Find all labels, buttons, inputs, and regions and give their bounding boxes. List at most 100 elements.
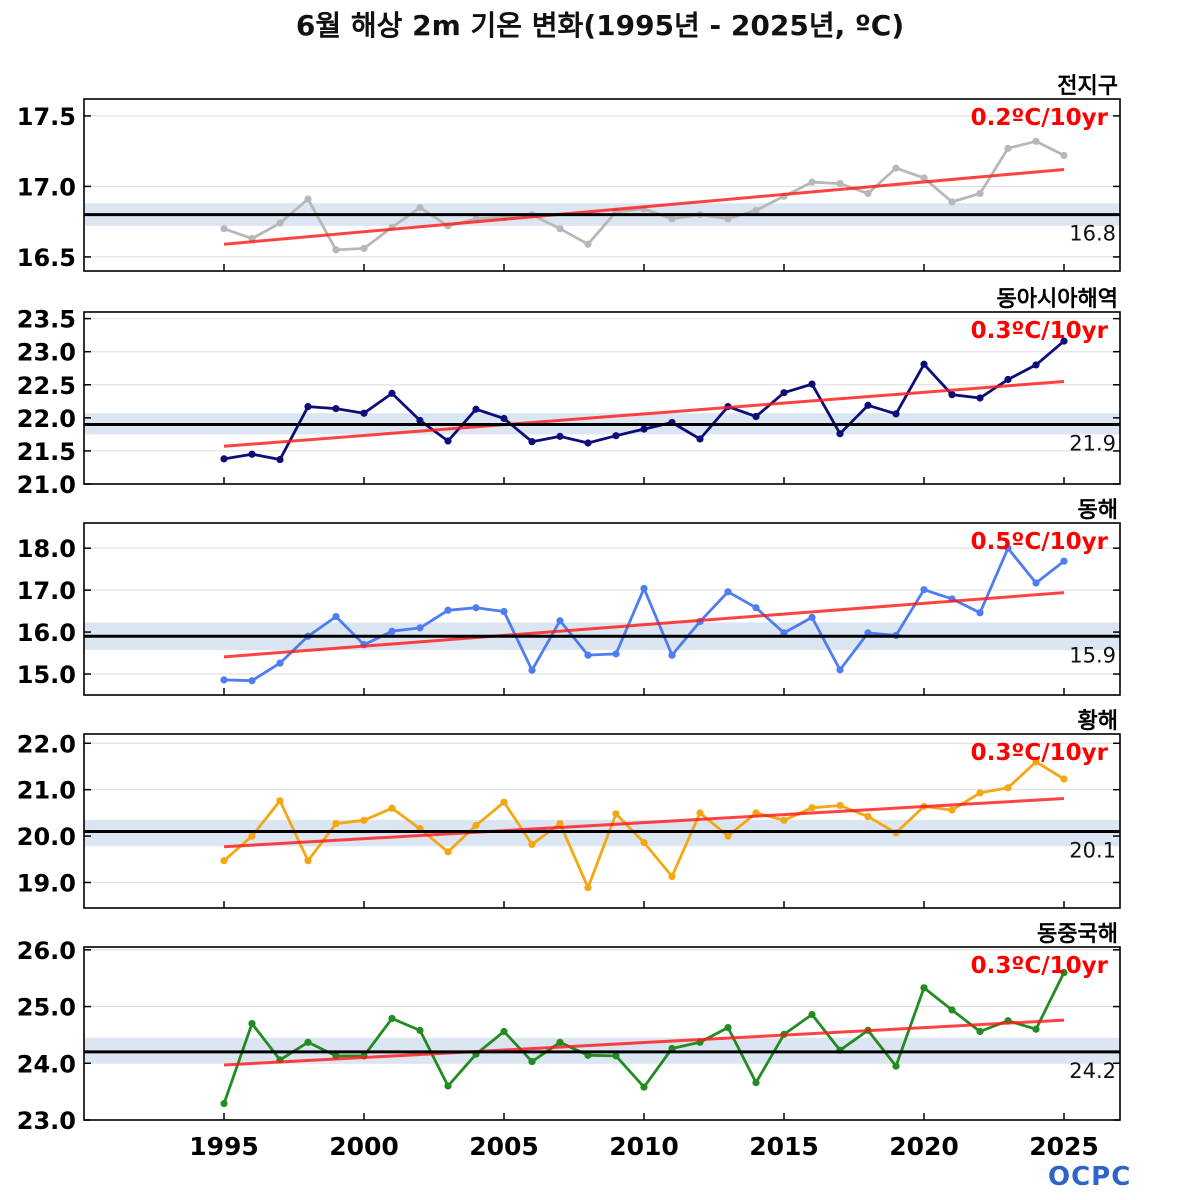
trend-label: 0.3ºC/10yr	[971, 740, 1109, 766]
mean-label: 15.9	[1069, 643, 1116, 667]
data-point	[276, 797, 284, 805]
data-point	[1032, 758, 1040, 766]
data-point	[780, 389, 788, 397]
panel-plot-area	[84, 115, 1120, 258]
data-point	[668, 215, 676, 223]
x-tick-label: 2005	[469, 1132, 539, 1161]
data-point	[416, 624, 424, 632]
data-point	[276, 659, 284, 667]
data-point	[1032, 361, 1040, 369]
y-tick-label: 15.0	[17, 661, 76, 689]
data-point	[1004, 784, 1012, 792]
x-tick-label: 2000	[329, 1132, 399, 1161]
data-point	[920, 174, 928, 182]
data-point	[1060, 151, 1068, 159]
region-label: 동아시아해역	[997, 287, 1118, 312]
data-point	[752, 1078, 760, 1087]
panel-frame	[83, 733, 1121, 909]
data-point	[584, 240, 592, 248]
region-label: 전지구	[1057, 74, 1118, 99]
data-point	[220, 455, 228, 463]
region-label: 동중국해	[1037, 922, 1118, 947]
data-point	[500, 414, 508, 423]
panel-frame	[83, 522, 1121, 696]
data-point	[528, 438, 536, 446]
data-point	[444, 437, 452, 445]
data-point	[864, 401, 872, 409]
data-point	[1060, 968, 1068, 977]
data-point	[248, 450, 256, 458]
data-point	[500, 798, 508, 806]
trend-label: 0.5ºC/10yr	[971, 529, 1109, 555]
mean-label: 16.8	[1069, 222, 1116, 246]
data-point	[360, 816, 368, 824]
y-tick-label: 21.5	[17, 438, 76, 466]
data-point	[528, 666, 536, 674]
data-point	[388, 389, 396, 397]
data-point	[724, 1023, 732, 1032]
y-tick-label: 24.0	[17, 1050, 76, 1078]
data-point	[584, 1051, 592, 1059]
panel-3: 15.0 16.0 17.0 18.0 동해 0.5ºC/10yr 15.9	[17, 498, 1121, 696]
data-point	[640, 584, 648, 593]
data-point	[304, 195, 312, 203]
data-point	[808, 1010, 816, 1019]
series-line	[223, 340, 1065, 461]
data-point	[948, 1006, 956, 1014]
data-point	[1060, 775, 1068, 783]
data-point	[920, 360, 928, 368]
data-point	[1004, 144, 1012, 152]
panel-4: 19.0 20.0 21.0 22.0 황해 0.3ºC/10yr 20.1	[17, 709, 1121, 909]
data-point	[948, 391, 956, 399]
x-tick-label: 2020	[889, 1132, 959, 1161]
data-point	[444, 606, 452, 614]
data-point	[724, 588, 732, 596]
data-point	[388, 804, 396, 812]
data-point	[696, 809, 704, 817]
chart-title: 6월 해상 2m 기온 변화(1995년 - 2025년, ºC)	[295, 9, 905, 42]
data-point	[304, 403, 312, 411]
data-point	[332, 404, 340, 413]
y-tick-label: 17.0	[17, 577, 76, 605]
y-tick-label: 22.0	[17, 405, 76, 433]
data-point	[304, 1038, 312, 1046]
panel-frame	[83, 311, 1121, 485]
data-point	[864, 189, 872, 198]
x-tick-label: 2010	[609, 1132, 679, 1161]
data-point	[976, 394, 984, 402]
data-point	[276, 455, 284, 464]
data-point	[472, 405, 480, 413]
data-point	[724, 215, 732, 223]
panel-frame	[83, 98, 1121, 272]
mean-label: 21.9	[1069, 431, 1116, 455]
data-point	[500, 607, 508, 616]
data-point	[920, 586, 928, 594]
data-point	[360, 244, 368, 253]
data-point	[388, 627, 396, 635]
data-point	[640, 425, 648, 433]
data-point	[752, 604, 760, 612]
y-tick-label: 19.0	[17, 869, 76, 897]
x-tick-label: 2015	[749, 1132, 819, 1161]
data-point	[332, 612, 340, 621]
ocpc-logo: OCPC	[1048, 1162, 1132, 1192]
data-point	[556, 617, 564, 625]
data-point	[248, 677, 256, 685]
data-point	[864, 629, 872, 637]
data-point	[780, 629, 788, 637]
data-point	[668, 651, 676, 659]
data-point	[976, 789, 984, 797]
data-point	[332, 819, 340, 828]
data-point	[948, 198, 956, 206]
data-point	[640, 838, 648, 847]
data-point	[808, 178, 816, 186]
data-point	[724, 832, 732, 840]
y-tick-label: 25.0	[17, 994, 76, 1022]
data-point	[220, 676, 228, 684]
y-tick-label: 22.5	[17, 372, 76, 400]
data-point	[248, 832, 256, 840]
data-point	[1032, 579, 1040, 587]
y-tick-label: 17.5	[17, 103, 76, 131]
data-point	[752, 412, 760, 421]
data-point	[668, 1044, 676, 1053]
